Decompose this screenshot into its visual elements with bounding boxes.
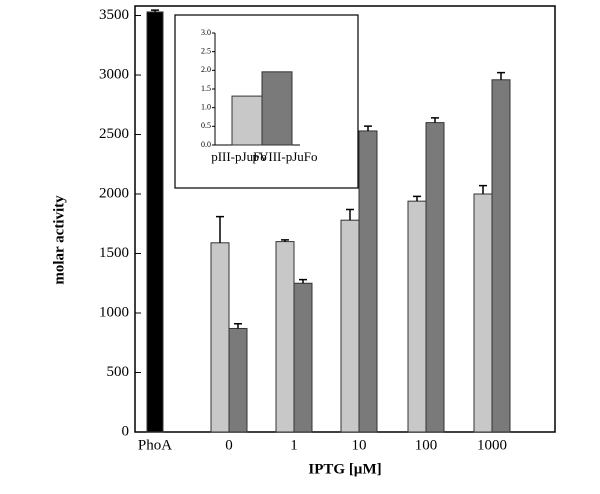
bar [228,327,248,433]
x-tick-label: 1 [290,437,298,453]
y-tick-label: 2000 [99,185,129,201]
error-bar [497,71,505,80]
inset-y-tick-label: 1.5 [201,84,211,93]
bar [491,79,511,433]
bar [473,193,493,433]
error-bar [234,322,242,329]
bar [358,130,378,433]
inset-y-tick-label: 0.5 [201,121,211,130]
y-tick-label: 2500 [99,126,129,142]
error-bar [413,195,421,202]
y-axis-label: molar activity [51,195,67,285]
y-tick-label: 0 [122,423,130,439]
x-tick-label: 1000 [477,437,507,453]
y-tick-label: 1500 [99,245,129,261]
bar [407,200,427,433]
inset-y-tick-label: 2.5 [201,46,211,55]
y-tick-label: 3500 [99,7,129,23]
error-bar [281,239,289,242]
error-bar [364,125,372,131]
bar [340,219,360,433]
inset-x-tick-label: pVIII-pJuFo [253,149,318,164]
inset-bar [261,71,293,146]
bar [146,11,164,433]
y-tick-label: 1000 [99,304,129,320]
inset-y-tick-label: 2.0 [201,65,211,74]
x-tick-label: 0 [225,437,233,453]
inset-x-tick-label: pIII-pJuFo [211,149,267,164]
inset-y-tick-label: 0.0 [201,140,211,149]
error-bar [431,117,439,123]
error-bar [151,9,159,12]
bar [425,122,445,433]
error-bar [299,278,307,284]
bar [293,282,313,433]
inset-frame [174,14,359,189]
y-tick-label: 3000 [99,66,129,82]
inset-y-tick-label: 1.0 [201,102,211,111]
x-tick-label: 100 [415,437,438,453]
error-bar [346,208,354,221]
error-bar [216,215,224,243]
x-tick-label: PhoA [138,437,172,453]
inset-y-tick-label: 3.0 [201,28,211,37]
bar [275,241,295,433]
x-axis-label: IPTG [µM] [308,461,381,477]
y-tick-label: 500 [107,364,130,380]
error-bar [479,184,487,195]
inset-bar [231,95,263,146]
x-tick-label: 10 [352,437,367,453]
bar [210,242,230,433]
